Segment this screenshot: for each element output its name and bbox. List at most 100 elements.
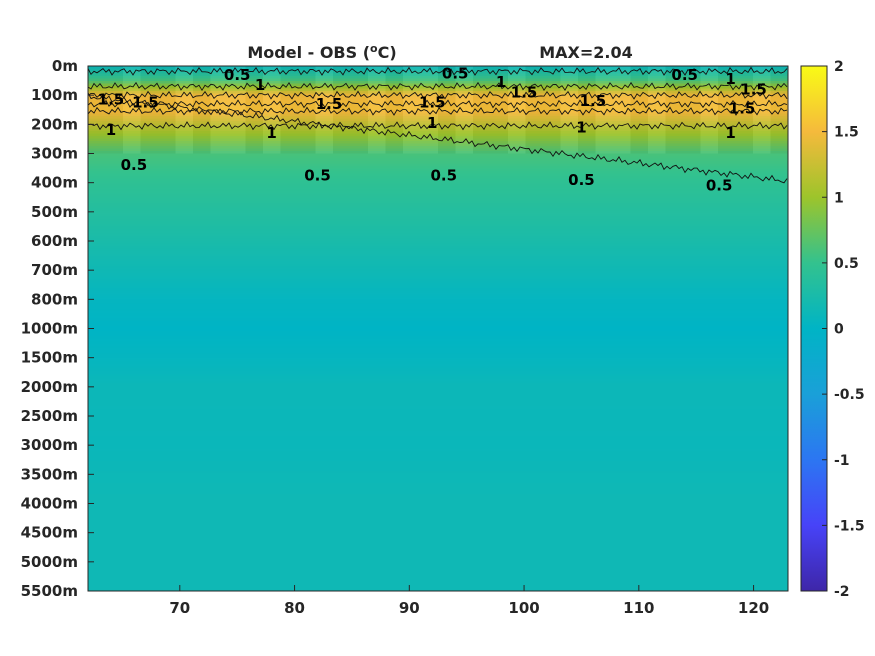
contour-label: 0.5 [224,66,251,84]
y-tick-label: 200m [31,115,78,133]
field-band [88,188,788,192]
field-band [88,83,788,87]
field-texture [403,66,421,154]
field-band [88,123,788,127]
colorbar-ticks: 2 1.5 1 0.5 0 -0.5 -1 -1.5 -2 [822,59,865,600]
field-band [88,398,788,402]
contour-label: 1.5 [511,83,538,101]
y-tick-label: 300m [31,145,78,163]
field-band [88,201,788,205]
field-band [88,501,788,505]
field-band [88,586,788,590]
field-band [88,353,788,357]
field-band [88,576,788,580]
contour-label: 0.5 [442,64,469,82]
field-band [88,178,788,182]
colorbar-tick-label: -2 [834,584,850,600]
field-band [88,148,788,152]
field-band [88,158,788,162]
field-band [88,566,788,570]
y-tick-label: 5500m [21,582,78,600]
field-band [88,473,788,477]
field-band [88,531,788,535]
field-texture [438,66,456,154]
field-band [88,421,788,425]
field-band [88,523,788,527]
field-band [88,313,788,317]
contour-line [88,66,788,76]
field-band [88,243,788,247]
field-band [88,373,788,377]
field-band [88,526,788,530]
field-band [88,191,788,195]
field-band [88,393,788,397]
field-band [88,181,788,185]
field-band [88,561,788,565]
contour-label: 0.5 [671,66,698,84]
field-band [88,338,788,342]
field-texture [158,66,176,154]
field-band [88,573,788,577]
contour-labels: 0.5 0.5 0.50.50.5 0.5 0.5 0.51 1 11 11 1 11.5 1.5 1.… [98,64,767,194]
contour-label: 1 [106,121,116,139]
field-band [88,448,788,452]
field-band [88,231,788,235]
contour-label: 1.5 [419,93,446,111]
field-band [88,91,788,95]
field-band [88,431,788,435]
field-band [88,581,788,585]
field-texture [700,66,718,154]
field-band [88,303,788,307]
field-band [88,433,788,437]
field-band [88,408,788,412]
field-band [88,183,788,187]
field-band [88,283,788,287]
field-band [88,418,788,422]
field-texture [770,66,788,154]
field-band [88,216,788,220]
field-band [88,276,788,280]
field-band [88,228,788,232]
field-band [88,368,788,372]
y-tick-label: 600m [31,232,78,250]
field-texture [613,66,631,154]
field-band [88,496,788,500]
field-band [88,238,788,242]
field-band [88,288,788,292]
field-texture [140,66,158,154]
field-texture [665,66,683,154]
field-texture [350,66,368,154]
y-tick-label: 2000m [21,378,78,396]
field-band [88,446,788,450]
field-band [88,308,788,312]
field-band [88,316,788,320]
field-band [88,193,788,197]
contour-line [88,92,788,184]
field-band [88,286,788,290]
field-texture [508,66,526,154]
field-band [88,381,788,385]
field-band [88,481,788,485]
colorbar-tick-label: -1.5 [834,518,865,534]
contour-label: 0.5 [706,177,733,195]
field-band [88,351,788,355]
field-texture [228,66,246,154]
field-band [88,471,788,475]
field-texture [385,66,403,154]
field-texture [298,66,316,154]
y-tick-label: 1000m [21,320,78,338]
field-band [88,498,788,502]
field-band [88,226,788,230]
field-band [88,558,788,562]
contour-label: 1 [576,118,586,136]
field-band [88,563,788,567]
y-tick-label: 100m [31,86,78,104]
field-band [88,206,788,210]
contour-lines [88,66,788,184]
field-band [88,318,788,322]
field-band [88,391,788,395]
contour-line [88,90,788,100]
max-label: MAX=2.04 [539,43,633,62]
field-band [88,268,788,272]
field-band [88,506,788,510]
